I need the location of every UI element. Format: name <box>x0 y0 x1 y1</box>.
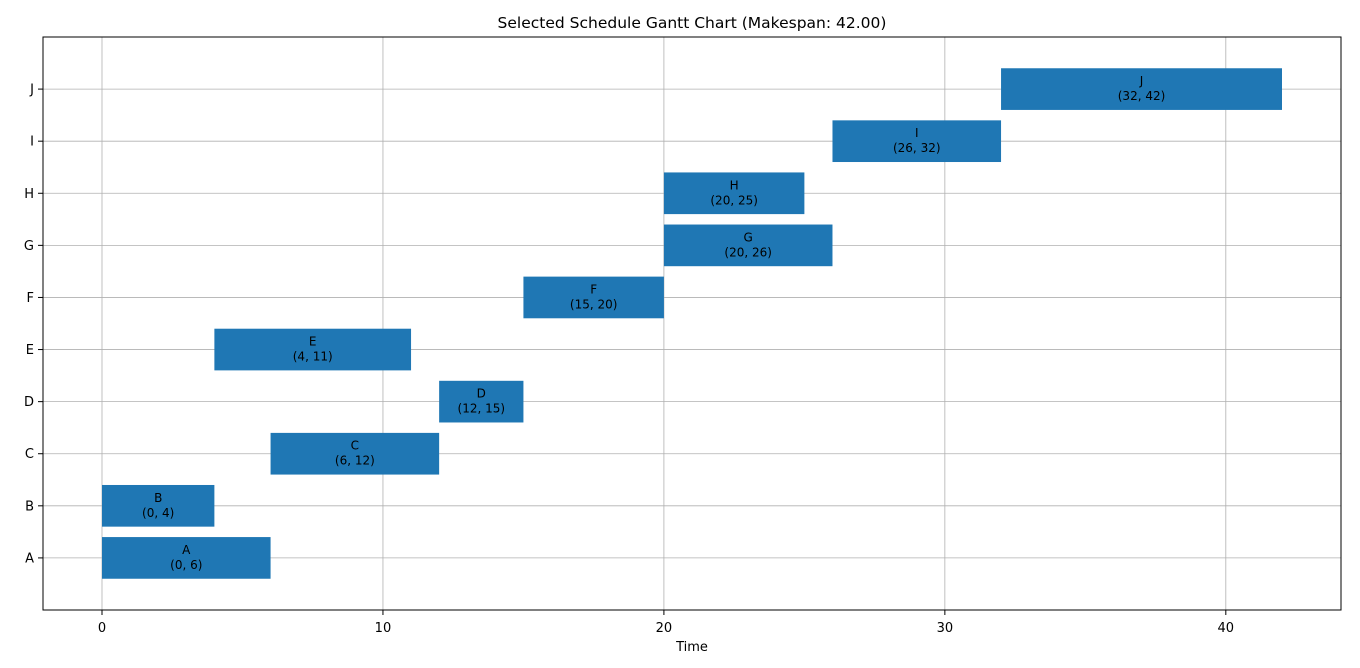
task-bar-group-d: D(12, 15) <box>439 380 524 423</box>
axes-layer: 0 10 20 30 40 A B C D E F G H I J <box>24 36 1342 636</box>
y-tick-label-e: E <box>26 343 34 358</box>
task-name-label: C <box>351 439 359 453</box>
x-tick-label: 20 <box>656 621 673 636</box>
y-tick-label-a: A <box>25 551 34 566</box>
task-bar-group-b: B(0, 4) <box>102 484 215 527</box>
task-interval-label: (26, 32) <box>893 141 941 155</box>
plot-frame <box>42 36 1342 611</box>
task-bar-i <box>832 120 1002 163</box>
task-bar-f <box>523 276 664 319</box>
task-bar-group-g: G(20, 26) <box>663 224 833 267</box>
task-interval-label: (6, 12) <box>335 454 375 468</box>
task-interval-label: (32, 42) <box>1118 89 1166 103</box>
task-bar-group-h: H(20, 25) <box>663 172 805 215</box>
task-bar-c <box>270 432 440 475</box>
task-bar-e <box>214 328 412 371</box>
task-interval-label: (4, 11) <box>293 350 333 364</box>
task-interval-label: (12, 15) <box>458 402 506 416</box>
task-bar-group-i: I(26, 32) <box>832 120 1002 163</box>
task-bar-h <box>663 172 805 215</box>
task-bar-group-j: J(32, 42) <box>1001 68 1282 110</box>
chart-title: Selected Schedule Gantt Chart (Makespan:… <box>498 14 887 32</box>
y-tick-label-d: D <box>24 395 34 410</box>
x-tick-label: 40 <box>1218 621 1235 636</box>
task-name-label: A <box>182 543 191 557</box>
task-bar-group-a: A(0, 6) <box>102 537 271 579</box>
task-bar-b <box>102 484 215 527</box>
task-bar-d <box>439 380 524 423</box>
task-name-label: B <box>154 491 162 505</box>
task-bar-group-e: E(4, 11) <box>214 328 412 371</box>
task-interval-label: (0, 6) <box>170 558 202 572</box>
task-bar-a <box>102 537 271 579</box>
y-tick-label-f: F <box>27 291 34 306</box>
y-tick-label-i: I <box>30 135 34 150</box>
y-tick-label-g: G <box>24 239 34 254</box>
task-name-label: J <box>1139 74 1144 88</box>
bars-layer: A(0, 6) B(0, 4) C(6, 12) D(12, 15) E(4, 11) F… <box>102 68 1282 579</box>
y-tick-label-b: B <box>25 499 34 514</box>
task-name-label: F <box>590 282 597 296</box>
task-interval-label: (20, 26) <box>724 245 772 259</box>
task-interval-label: (15, 20) <box>570 297 618 311</box>
x-tick-label: 10 <box>375 621 392 636</box>
y-tick-label-j: J <box>29 83 34 98</box>
y-tick-label-c: C <box>25 447 34 462</box>
task-interval-label: (0, 4) <box>142 506 174 520</box>
task-name-label: G <box>744 230 753 244</box>
task-bar-group-c: C(6, 12) <box>270 432 440 475</box>
task-bar-g <box>663 224 833 267</box>
x-tick-label: 0 <box>98 621 106 636</box>
y-tick-label-h: H <box>24 187 34 202</box>
task-name-label: D <box>477 387 486 401</box>
task-interval-label: (20, 25) <box>710 193 758 207</box>
task-name-label: E <box>309 335 317 349</box>
task-bar-j <box>1001 68 1282 110</box>
task-bar-group-f: F(15, 20) <box>523 276 664 319</box>
grid-layer <box>43 37 1341 610</box>
x-axis-label: Time <box>675 640 708 655</box>
x-tick-label: 30 <box>937 621 954 636</box>
task-name-label: H <box>730 178 739 192</box>
task-name-label: I <box>915 126 919 140</box>
